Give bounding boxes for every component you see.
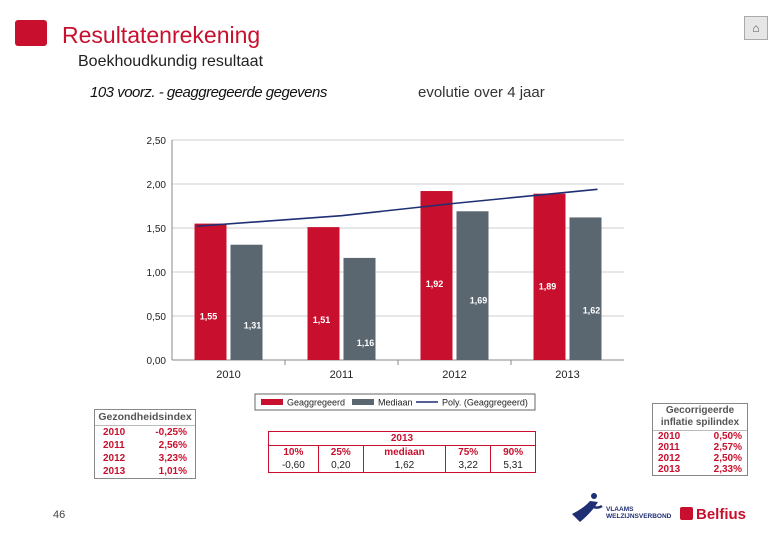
data-label: 1,55 (200, 312, 218, 322)
data-label: 1,89 (539, 282, 557, 292)
legend-swatch (261, 399, 283, 405)
gezondheidsindex-title: Gezondheidsindex (95, 410, 195, 426)
percentile-label: 25% (317, 445, 364, 459)
title-accent-tab (15, 20, 47, 46)
year-cell: 2010 (658, 431, 681, 442)
percentile-box: 2013 10% 25% mediaan 75% 90% -0,60 0,20 … (268, 431, 536, 473)
x-tick-label: 2012 (442, 369, 466, 381)
y-tick-label: 2,50 (147, 136, 167, 147)
legend-label: Geaggregeerd (287, 398, 345, 408)
table-row: 2011 2,57% (653, 442, 747, 453)
data-label: 1,31 (244, 321, 262, 331)
value-cell: 0,50% (713, 431, 742, 442)
x-tick-label: 2010 (216, 369, 240, 381)
data-label: 1,69 (470, 295, 488, 305)
legend-label: Poly. (Geaggregeerd) (442, 398, 528, 408)
percentile-value: 3,22 (445, 459, 491, 472)
bar-geaggregeerd (420, 191, 453, 360)
belfius-logo: Belfius (680, 506, 746, 523)
value-cell: 2,56% (158, 440, 187, 451)
percentile-label: 90% (490, 445, 535, 459)
trendline (196, 188, 598, 228)
bar-geaggregeerd (533, 193, 566, 360)
year-cell: 2010 (103, 427, 126, 438)
y-tick-label: 0,50 (147, 312, 167, 323)
chart-title: 103 voorz. - geaggregeerde gegevens (90, 84, 327, 101)
bar-mediaan (343, 257, 376, 360)
evolution-label: evolutie over 4 jaar (418, 84, 545, 101)
legend-label: Mediaan (378, 398, 413, 408)
gezondheidsindex-box: Gezondheidsindex 2010 -0,25% 2011 2,56% 20… (94, 409, 196, 479)
year-cell: 2012 (658, 453, 681, 464)
belfius-mark-icon (680, 507, 693, 520)
bar-mediaan (230, 244, 263, 360)
percentile-value: -0,60 (281, 460, 305, 471)
year-cell: 2011 (103, 440, 125, 451)
percentile-value: 1,62 (362, 459, 446, 472)
data-label: 1,92 (426, 279, 444, 289)
value-cell: 2,33% (713, 464, 742, 475)
home-icon[interactable]: ⌂ (744, 16, 768, 40)
legend-box (254, 393, 536, 411)
data-label: 1,62 (583, 305, 601, 315)
y-tick-label: 1,00 (147, 268, 167, 279)
year-cell: 2013 (658, 464, 681, 475)
bar-mediaan (569, 217, 602, 360)
bar-geaggregeerd (307, 227, 340, 360)
y-tick-label: 2,00 (147, 180, 167, 191)
page-title: Resultatenrekening (62, 22, 261, 48)
vw-logo-text: VLAAMS WELZIJNSVERBOND (606, 506, 672, 520)
percentile-table: 2013 10% 25% mediaan 75% 90% -0,60 0,20 … (269, 432, 535, 472)
table-row: 2010 -0,25% (95, 426, 195, 439)
percentile-value: 5,31 (490, 459, 535, 472)
legend-swatch (352, 399, 374, 405)
table-row: 2013 2,33% (653, 464, 747, 475)
bar-geaggregeerd (194, 223, 227, 360)
inflatie-title: Gecorrigeerde inflatie spilindex (653, 404, 747, 431)
table-row: 2010 0,50% (653, 431, 747, 442)
value-cell: 3,23% (158, 453, 187, 464)
data-label: 1,16 (357, 338, 375, 348)
y-tick-label: 1,50 (147, 224, 167, 235)
page-number: 46 (53, 509, 66, 521)
vlaams-welzijnsverbond-logo (572, 493, 603, 522)
year-cell: 2013 (103, 466, 126, 477)
inflatie-table: 2010 0,50% 2011 2,57% 2012 2,50% 2013 2,33% (653, 431, 747, 475)
value-cell: 2,57% (713, 442, 742, 453)
page-subtitle: Boekhoudkundig resultaat (78, 53, 264, 70)
y-tick-label: 0,00 (147, 356, 167, 367)
x-tick-label: 2011 (330, 369, 354, 381)
value-cell: 1,01% (158, 466, 187, 477)
table-row: 2012 3,23% (95, 452, 195, 465)
percentile-label: mediaan (362, 445, 446, 459)
inflatie-box: Gecorrigeerde inflatie spilindex 2010 0,50… (652, 403, 748, 476)
gezondheidsindex-table: 2010 -0,25% 2011 2,56% 2012 3,23% 2013 1,01% (95, 426, 195, 478)
value-cell: -0,25% (155, 427, 187, 438)
year-cell: 2011 (658, 442, 680, 453)
percentile-value: 0,20 (317, 459, 364, 472)
percentile-label: 10% (283, 447, 304, 458)
year-cell: 2012 (103, 453, 126, 464)
percentile-label: 75% (445, 445, 491, 459)
data-label: 1,51 (313, 315, 331, 325)
x-tick-label: 2013 (555, 369, 579, 381)
table-row: 2012 2,50% (653, 453, 747, 464)
percentile-year: 2013 (269, 432, 535, 446)
value-cell: 2,50% (713, 453, 742, 464)
table-row: 2011 2,56% (95, 439, 195, 452)
table-row: 2013 1,01% (95, 465, 195, 478)
bar-mediaan (456, 211, 489, 360)
